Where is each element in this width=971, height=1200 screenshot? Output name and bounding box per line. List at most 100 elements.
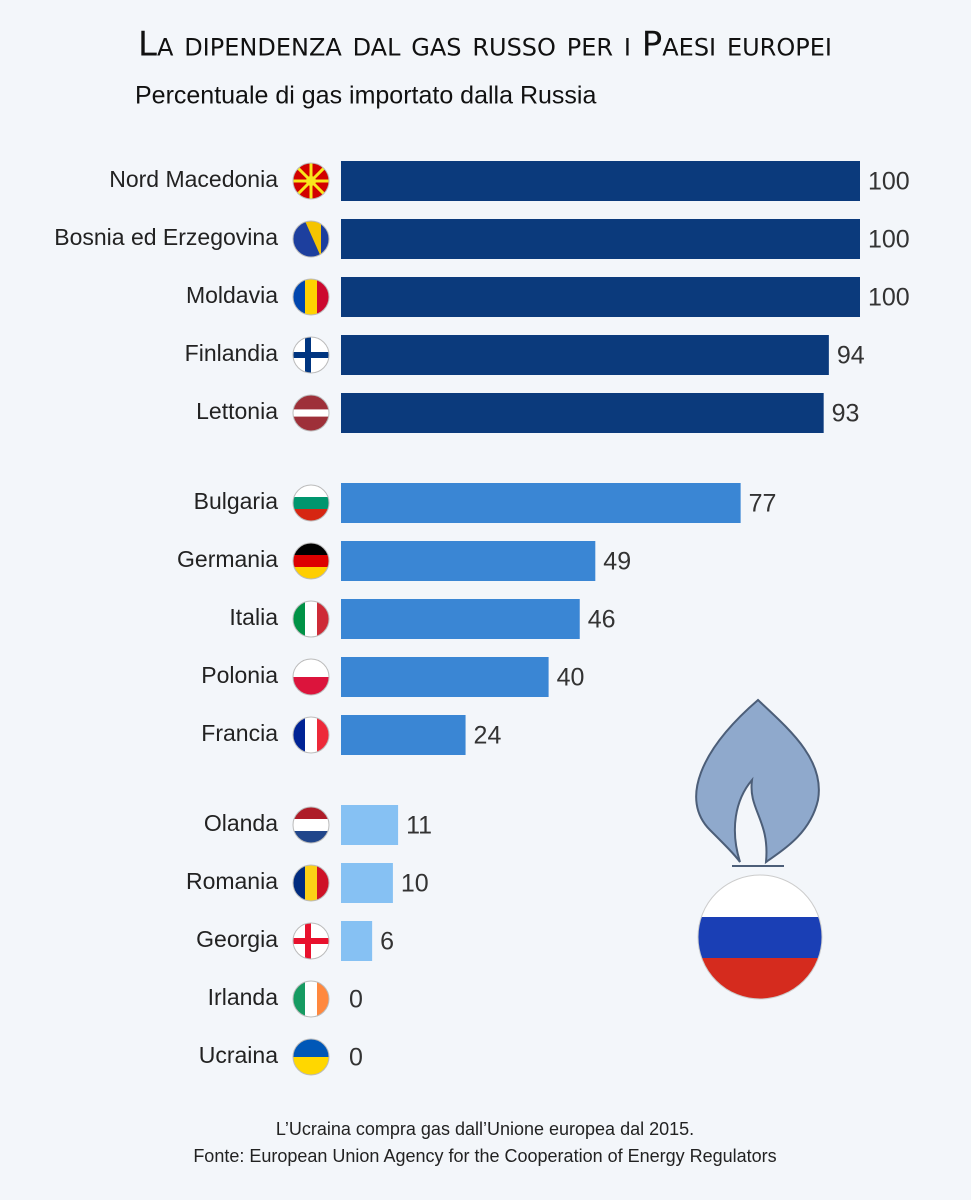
flag-part <box>293 567 329 579</box>
bar <box>341 921 373 961</box>
flag-part <box>293 485 329 498</box>
category-label: Olanda <box>204 810 278 836</box>
value-label: 94 <box>837 342 865 370</box>
bar <box>341 483 741 523</box>
flag-part <box>293 409 329 418</box>
flag-part <box>293 497 329 510</box>
flag-part <box>293 1039 329 1058</box>
value-label: 0 <box>349 1044 363 1072</box>
source: Fonte: European Union Agency for the Coo… <box>193 1146 776 1166</box>
value-label: 93 <box>832 400 860 428</box>
flag-icon <box>293 395 329 431</box>
flag-part <box>293 395 329 403</box>
flag-icon <box>293 543 329 579</box>
value-label: 100 <box>868 168 910 196</box>
flag-border <box>292 394 330 432</box>
category-label: Polonia <box>201 662 278 688</box>
bar <box>341 541 596 581</box>
value-label: 11 <box>406 812 432 840</box>
flag-border <box>292 600 330 638</box>
flag-icon <box>293 865 329 901</box>
bar <box>341 599 580 639</box>
flag-part <box>305 981 318 1017</box>
category-label: Ucraina <box>199 1042 278 1068</box>
gas-icon <box>695 698 823 1000</box>
flag-part <box>317 279 329 315</box>
flag-border <box>292 864 330 902</box>
flag-border <box>292 658 330 696</box>
value-label: 46 <box>588 606 616 634</box>
flag-part <box>293 555 329 568</box>
flag-border <box>292 922 330 960</box>
flag-part <box>293 807 329 820</box>
footnote: L’Ucraina compra gas dall’Unione europea… <box>276 1119 694 1139</box>
flag-border <box>292 220 330 258</box>
bar <box>341 277 860 317</box>
flag-part <box>305 923 311 959</box>
bar <box>341 219 860 259</box>
flag-icon <box>293 717 329 753</box>
flag-icon <box>293 1039 329 1075</box>
flag-part <box>293 279 306 315</box>
value-label: 24 <box>474 722 502 750</box>
flag-part <box>293 865 306 901</box>
flag-icon <box>293 981 329 1017</box>
flag-part <box>293 423 329 431</box>
flag-icon <box>293 163 329 199</box>
flag-part <box>317 865 329 901</box>
flag-icon <box>293 807 329 843</box>
flag-part <box>309 179 325 195</box>
flag-icon <box>293 337 329 373</box>
flag-part <box>297 179 313 195</box>
flag-border <box>292 542 330 580</box>
category-label: Francia <box>201 720 278 746</box>
flag-part <box>305 601 318 637</box>
category-label: Romania <box>186 868 278 894</box>
category-label: Italia <box>229 604 278 630</box>
value-label: 100 <box>868 284 910 312</box>
flag-icon <box>293 659 329 695</box>
chart-subtitle: Percentuale di gas importato dalla Russi… <box>135 82 596 110</box>
value-label: 10 <box>401 870 429 898</box>
bar <box>341 657 549 697</box>
flag-border <box>292 716 330 754</box>
flag-part <box>305 717 318 753</box>
flag-part <box>297 167 313 183</box>
flag-border <box>292 1038 330 1076</box>
flag-part <box>317 601 329 637</box>
flag-icon <box>293 221 329 257</box>
category-label: Lettonia <box>196 398 278 424</box>
category-label: Bosnia ed Erzegovina <box>54 224 278 250</box>
flag-part <box>317 717 329 753</box>
flag-part <box>293 659 329 678</box>
flag-part <box>317 981 329 1017</box>
category-label: Georgia <box>196 926 278 952</box>
flag-border <box>292 336 330 374</box>
flag-part <box>293 416 329 425</box>
flag-icon <box>293 279 329 315</box>
flag-part <box>293 981 306 1017</box>
flag-part <box>293 543 329 556</box>
flag-border <box>292 162 330 200</box>
flag-icon <box>293 923 329 959</box>
flag-part <box>309 167 325 183</box>
flag-part <box>293 1057 329 1075</box>
flag-border <box>292 806 330 844</box>
category-label: Nord Macedonia <box>109 166 278 192</box>
bar <box>341 805 399 845</box>
flag-part <box>293 402 329 410</box>
flag-part <box>305 221 321 257</box>
category-label: Irlanda <box>208 984 279 1010</box>
flag-border <box>292 278 330 316</box>
value-label: 100 <box>868 226 910 254</box>
flag-icon <box>293 601 329 637</box>
flag-part <box>293 509 329 521</box>
category-label: Germania <box>177 546 278 572</box>
category-label: Moldavia <box>186 282 278 308</box>
bar <box>341 393 824 433</box>
value-label: 0 <box>349 986 363 1014</box>
flag-part <box>293 831 329 843</box>
bar <box>341 335 829 375</box>
chart-title: La dipendenza dal gas russo per i Paesi … <box>138 25 832 65</box>
